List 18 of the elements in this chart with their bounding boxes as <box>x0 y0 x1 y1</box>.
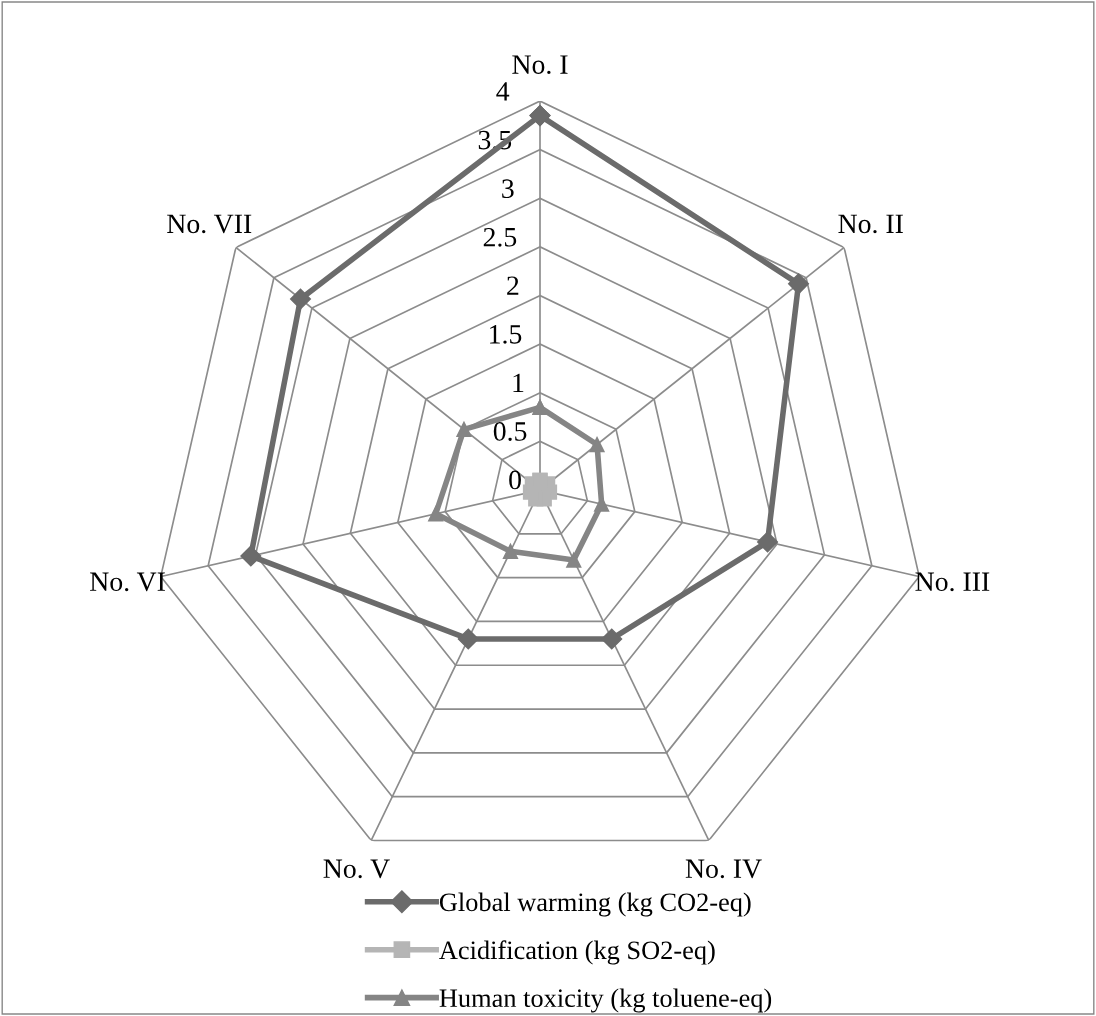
y-tick-label: 1 <box>513 373 524 392</box>
spoke-label: No. II <box>838 214 903 234</box>
legend-label: Human toxicity (kg toluene-eq) <box>439 988 772 1013</box>
y-tick-label: 0.5 <box>493 422 527 441</box>
y-tick-label: 0 <box>509 470 521 490</box>
spoke-label: No. V <box>323 859 390 879</box>
spoke-label: No. VII <box>167 214 252 234</box>
spoke-label: No. IV <box>685 859 762 879</box>
y-tick-label: 3 <box>502 179 514 199</box>
y-tick-label: 2 <box>507 276 519 295</box>
y-tick-label: 1.5 <box>490 325 522 344</box>
y-tick-label: 2.5 <box>483 227 517 247</box>
legend-label: Global warming (kg CO2-eq) <box>439 892 751 917</box>
legend-label: Acidification (kg SO2-eq) <box>439 940 715 965</box>
spoke-label: No. I <box>512 55 568 75</box>
spoke-label: No. III <box>915 572 990 592</box>
y-tick-label: 4 <box>496 82 510 101</box>
spoke-label: No. VI <box>90 572 165 592</box>
